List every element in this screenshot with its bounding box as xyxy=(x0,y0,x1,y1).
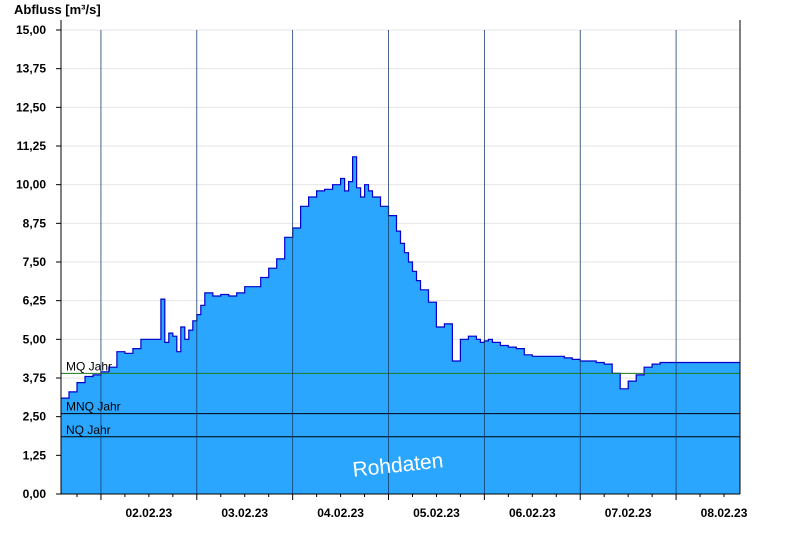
discharge-area xyxy=(61,156,740,495)
y-tick-label: 7,50 xyxy=(23,255,47,269)
y-tick-label: 0,00 xyxy=(23,487,47,501)
y-tick-label: 12,50 xyxy=(16,100,46,114)
reference-line-label: MQ Jahr xyxy=(66,359,112,373)
x-tick-label: 08.02.23 xyxy=(701,506,748,520)
reference-line-label: NQ Jahr xyxy=(66,423,111,437)
y-tick-label: 6,25 xyxy=(23,294,47,308)
day-separators xyxy=(100,30,677,494)
x-tick-labels: 02.02.23 03.02.23 04.02.23 05.02.23 06.02.23… xyxy=(76,494,748,520)
y-tick-label: 5,00 xyxy=(23,332,47,346)
y-tick-label: 13,75 xyxy=(16,62,46,76)
x-tick-label: 07.02.23 xyxy=(605,506,652,520)
axes xyxy=(60,20,741,495)
y-tick-label: 15,00 xyxy=(16,23,46,37)
y-tick-label: 1,25 xyxy=(23,448,47,462)
discharge-line xyxy=(61,156,740,399)
x-tick-label: 03.02.23 xyxy=(221,506,268,520)
x-tick-label: 04.02.23 xyxy=(317,506,364,520)
y-tick-labels: 0,00 1,25 2,50 3,75 5,00 6,25 7,50 8,75 10,00 11,… xyxy=(16,23,61,501)
discharge-series xyxy=(61,156,740,495)
reference-lines: MQ Jahr MNQ Jahr NQ Jahr xyxy=(61,359,740,438)
x-tick-label: 05.02.23 xyxy=(413,506,460,520)
y-tick-label: 2,50 xyxy=(23,410,47,424)
reference-line-label: MNQ Jahr xyxy=(66,400,121,414)
x-tick-label: 06.02.23 xyxy=(509,506,556,520)
y-tick-label: 11,25 xyxy=(17,139,47,153)
y-tick-label: 10,00 xyxy=(16,178,46,192)
y-tick-label: 8,75 xyxy=(23,216,47,230)
y-axis-title: Abfluss [m³/s] xyxy=(14,2,101,17)
y-tick-label: 3,75 xyxy=(23,371,47,385)
x-tick-label: 02.02.23 xyxy=(126,506,173,520)
